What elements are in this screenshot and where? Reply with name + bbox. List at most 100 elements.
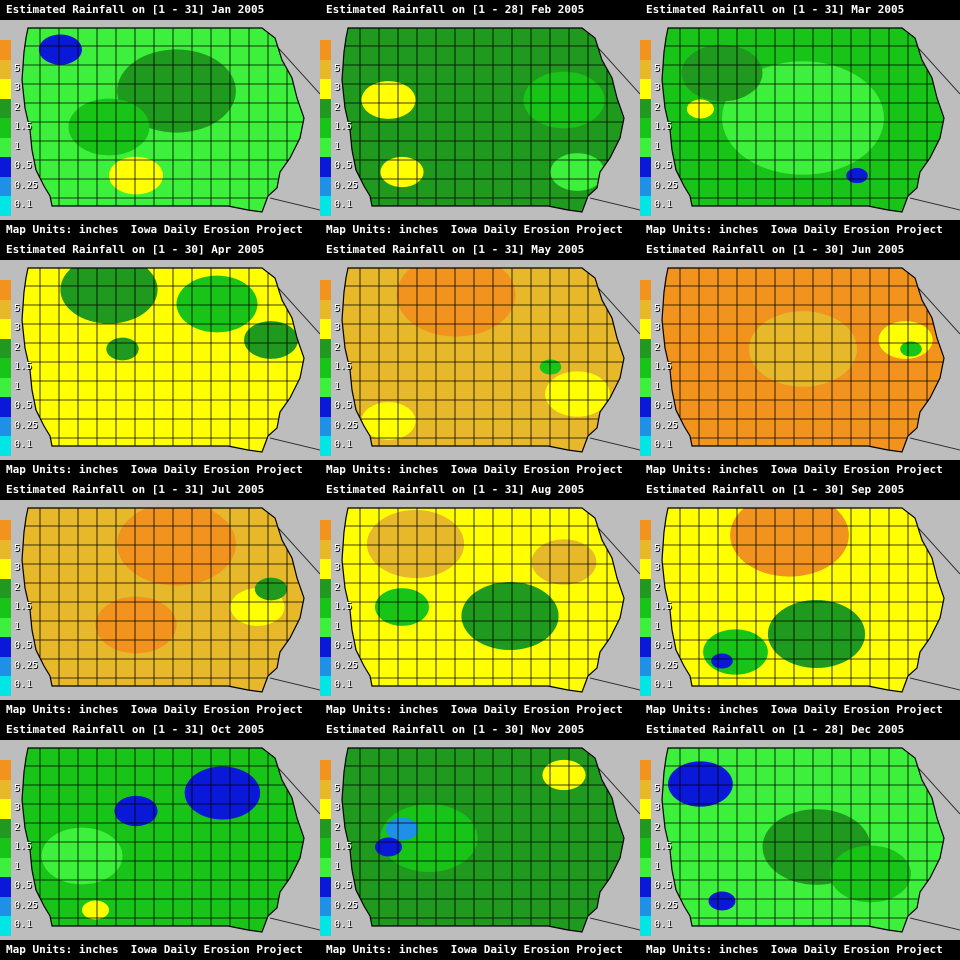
legend-label: 0.1 <box>654 919 673 930</box>
legend-row: 1.5 <box>640 118 688 138</box>
legend-row: 0.1 <box>0 916 48 936</box>
legend-label: 1 <box>334 620 341 632</box>
legend-swatch <box>0 299 11 320</box>
legend-label: 1 <box>654 380 661 392</box>
legend-row: 0.25 <box>0 416 48 437</box>
legend-row: 3 <box>640 559 688 579</box>
legend-row: 5 <box>640 779 688 800</box>
state-border-line <box>269 197 320 211</box>
legend-swatch <box>320 338 331 359</box>
state-border-line <box>589 197 640 211</box>
rainfall-patch <box>361 402 416 440</box>
legend-swatch <box>320 637 331 657</box>
legend-swatch <box>640 118 651 138</box>
legend-swatch <box>320 40 331 60</box>
legend-swatch <box>0 760 11 780</box>
legend-label: 0.25 <box>654 419 679 431</box>
legend-label: 5 <box>334 782 341 794</box>
project-label: Iowa Daily Erosion Project <box>450 463 623 476</box>
legend-row: 1.5 <box>0 358 48 378</box>
legend-label: 1.5 <box>14 361 33 372</box>
legend-swatch <box>0 916 11 936</box>
iowa-map <box>0 740 320 940</box>
rainfall-patch <box>686 99 714 119</box>
legend-row <box>320 760 368 780</box>
iowa-map-svg <box>341 267 640 453</box>
legend-label: 5 <box>654 62 661 74</box>
legend-label: 1.5 <box>334 121 353 132</box>
legend-row: 2 <box>0 338 48 359</box>
legend-swatch <box>320 98 331 119</box>
legend-swatch <box>640 79 651 99</box>
legend-label: 3 <box>14 322 21 333</box>
legend-swatch <box>0 416 11 437</box>
legend-label: 5 <box>654 782 661 794</box>
iowa-map-svg <box>661 747 960 933</box>
iowa-outline <box>341 747 625 933</box>
legend-swatch <box>320 916 331 936</box>
panel-title: Estimated Rainfall on [1 - 31] Oct 2005 <box>0 720 320 740</box>
rainfall-patch <box>550 153 605 191</box>
legend-swatch <box>320 397 331 417</box>
iowa-outline <box>661 747 945 933</box>
legend-swatch <box>320 280 331 300</box>
legend-row: 3 <box>320 799 368 819</box>
legend-label: 0.5 <box>654 880 673 891</box>
rainfall-patch <box>668 761 733 807</box>
legend-label: 2 <box>334 821 341 833</box>
legend-label: 5 <box>654 542 661 554</box>
project-label: Iowa Daily Erosion Project <box>770 223 943 236</box>
rainfall-legend: 5 3 2 1.5 1 0.5 0.25 0.1 <box>0 20 48 220</box>
legend-row: 1.5 <box>320 358 368 378</box>
legend-row: 0.5 <box>0 157 48 177</box>
legend-swatch <box>640 598 651 618</box>
panel-footer: Map Units: inches Iowa Daily Erosion Proj… <box>320 940 640 960</box>
legend-row: 0.5 <box>320 397 368 417</box>
rainfall-panel: Estimated Rainfall on [1 - 31] Jan 2005 5… <box>0 0 320 240</box>
rainfall-patch <box>539 359 562 375</box>
legend-swatch <box>640 916 651 936</box>
legend-row <box>320 280 368 300</box>
legend-label: 0.1 <box>14 439 33 450</box>
rainfall-patch <box>117 49 236 133</box>
legend-label: 0.25 <box>334 899 359 911</box>
legend-row: 0.25 <box>0 176 48 197</box>
legend-swatch <box>0 397 11 417</box>
legend-row: 0.1 <box>320 916 368 936</box>
rainfall-base-fill <box>22 268 304 452</box>
legend-label: 1 <box>654 620 661 632</box>
legend-row: 3 <box>640 319 688 339</box>
legend-swatch <box>0 779 11 800</box>
panel-title: Estimated Rainfall on [1 - 30] Sep 2005 <box>640 480 960 500</box>
rainfall-patch <box>117 508 236 586</box>
iowa-outline <box>341 27 625 213</box>
legend-row: 5 <box>320 59 368 80</box>
legend-label: 0.1 <box>654 439 673 450</box>
legend-label: 3 <box>654 802 661 813</box>
rainfall-patch <box>396 268 516 337</box>
legend-row: 5 <box>320 779 368 800</box>
iowa-map-svg <box>21 267 320 453</box>
panel-title: Estimated Rainfall on [1 - 30] Jun 2005 <box>640 240 960 260</box>
rainfall-panel: Estimated Rainfall on [1 - 31] Aug 2005 5… <box>320 480 640 720</box>
iowa-map-svg <box>21 27 320 213</box>
legend-row: 2 <box>0 818 48 839</box>
panel-footer: Map Units: inches Iowa Daily Erosion Proj… <box>320 700 640 720</box>
legend-label: 1.5 <box>654 121 673 132</box>
rainfall-legend: 5 3 2 1.5 1 0.5 0.25 0.1 <box>320 740 368 940</box>
rainfall-legend: 5 3 2 1.5 1 0.5 0.25 0.1 <box>0 500 48 700</box>
legend-swatch <box>640 59 651 80</box>
legend-label: 5 <box>14 62 21 74</box>
legend-swatch <box>0 676 11 696</box>
legend-swatch <box>640 539 651 560</box>
legend-label: 0.25 <box>14 899 39 911</box>
county-lines <box>662 28 944 212</box>
legend-label: 0.1 <box>654 199 673 210</box>
legend-swatch <box>0 196 11 216</box>
legend-swatch <box>0 377 11 398</box>
county-lines <box>662 508 944 692</box>
legend-row: 1 <box>640 377 688 398</box>
legend-label: 3 <box>14 802 21 813</box>
legend-label: 5 <box>14 782 21 794</box>
rainfall-patch <box>523 71 605 129</box>
